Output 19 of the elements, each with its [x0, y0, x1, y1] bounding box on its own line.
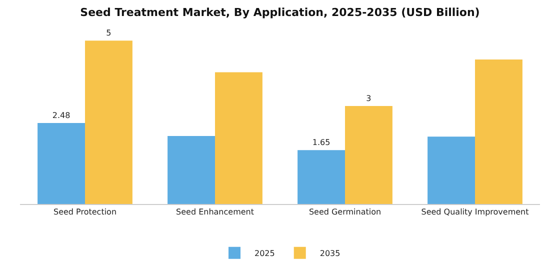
- bar: [215, 72, 262, 204]
- bar: [428, 136, 475, 204]
- x-tick-label: Seed Protection: [53, 208, 117, 217]
- x-tick-label: Seed Enhancement: [176, 208, 254, 217]
- x-tick-label: Seed Quality Improvement: [421, 208, 529, 217]
- bar: [298, 150, 345, 204]
- legend-label: 2025: [254, 249, 275, 258]
- bar: [38, 122, 85, 204]
- legend-label: 2035: [320, 249, 340, 258]
- chart-title: Seed Treatment Market, By Application, 2025-2035 (USD Billion): [80, 6, 480, 20]
- data-label: 3: [366, 94, 372, 103]
- bar: [168, 136, 215, 204]
- bar: [85, 40, 132, 204]
- x-tick-label: Seed Germination: [308, 208, 382, 217]
- bar: [345, 106, 392, 204]
- data-label: 1.65: [312, 138, 330, 148]
- bar: [475, 60, 522, 204]
- data-label: 5: [106, 28, 112, 38]
- data-label: 2.48: [52, 110, 70, 120]
